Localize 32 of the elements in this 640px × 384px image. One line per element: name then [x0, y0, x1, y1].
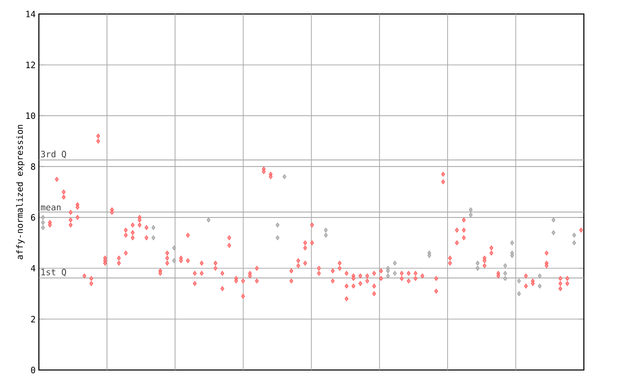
point — [544, 263, 548, 268]
point — [103, 260, 107, 266]
y-tick-label: 14 — [26, 10, 36, 18]
y-tick-label: 6 — [31, 214, 36, 221]
ref-line-label: 1st Q — [42, 268, 66, 276]
point — [482, 263, 486, 268]
point — [138, 222, 142, 228]
point — [165, 260, 170, 266]
point — [510, 253, 514, 258]
point — [476, 266, 480, 271]
y-tick-label: 2 — [31, 316, 35, 322]
point — [372, 291, 376, 296]
point — [344, 296, 348, 302]
point — [462, 235, 466, 240]
point — [68, 222, 72, 228]
point — [303, 260, 308, 266]
y-tick-label: 8 — [31, 163, 36, 170]
ref-line-label: mean — [40, 206, 61, 210]
point — [558, 286, 562, 292]
point — [386, 273, 390, 278]
y-tick-label: 12 — [26, 62, 35, 68]
point — [76, 215, 80, 220]
point — [503, 276, 508, 281]
y-tick-label: 0 — [31, 366, 36, 374]
y-tick-label: 10 — [26, 112, 36, 119]
y-tick-label: 4 — [30, 265, 36, 272]
y-axis-title: affy-normalized expression — [16, 124, 25, 260]
ref-line-label: 3rd Q — [41, 150, 66, 158]
point — [130, 235, 135, 240]
point — [124, 250, 128, 256]
point — [41, 225, 45, 230]
point — [352, 284, 356, 288]
